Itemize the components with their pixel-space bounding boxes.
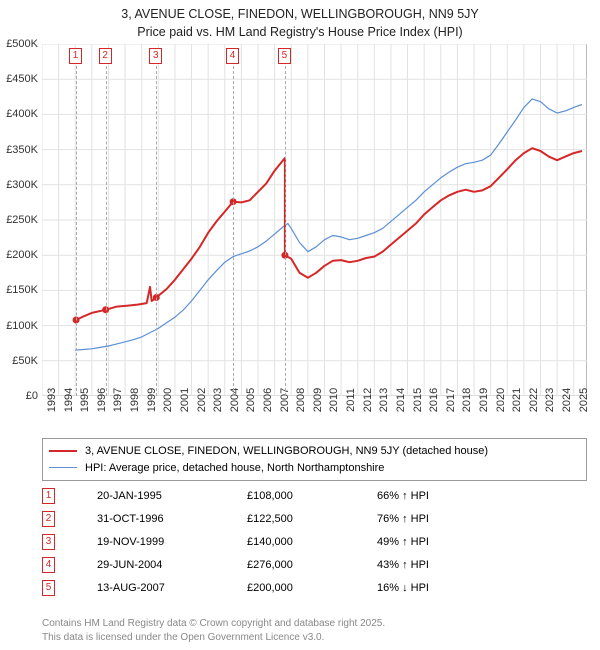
sales-marker: 5 (42, 580, 55, 596)
sales-date: 19-NOV-1999 (97, 536, 247, 548)
x-tick-label: 2025 (578, 388, 590, 412)
x-tick-label: 2002 (196, 388, 208, 412)
sales-row: 4 29-JUN-2004£276,00043% ↑ HPI (42, 553, 587, 576)
x-tick-label: 1997 (112, 388, 124, 412)
x-tick-label: 2006 (262, 388, 274, 412)
sales-price: £122,500 (247, 513, 377, 525)
event-marker-box: 2 (99, 48, 112, 64)
x-tick-label: 2014 (395, 388, 407, 412)
sales-date: 29-JUN-2004 (97, 559, 247, 571)
x-tick-label: 1994 (63, 388, 75, 412)
legend-label: 3, AVENUE CLOSE, FINEDON, WELLINGBOROUGH… (85, 443, 488, 460)
sales-date: 13-AUG-2007 (97, 582, 247, 594)
x-tick-label: 2004 (229, 388, 241, 412)
event-marker-line (285, 66, 286, 396)
sales-table: 1 20-JAN-1995£108,00066% ↑ HPI 2 31-OCT-199… (42, 484, 587, 599)
sales-row: 5 13-AUG-2007£200,00016% ↓ HPI (42, 576, 587, 599)
title-block: 3, AVENUE CLOSE, FINEDON, WELLINGBOROUGH… (0, 0, 600, 43)
sales-delta: 76% ↑ HPI (377, 513, 507, 525)
sales-delta: 43% ↑ HPI (377, 559, 507, 571)
y-tick-label: £250K (6, 214, 38, 226)
sales-row: 3 19-NOV-1999£140,00049% ↑ HPI (42, 530, 587, 553)
x-tick-label: 2005 (245, 388, 257, 412)
x-tick-label: 2019 (478, 388, 490, 412)
x-tick-label: 2013 (378, 388, 390, 412)
y-tick-label: £150K (6, 284, 38, 296)
x-tick-label: 2020 (495, 388, 507, 412)
y-tick-label: £450K (6, 73, 38, 85)
x-tick-label: 2009 (312, 388, 324, 412)
x-tick-label: 2012 (362, 388, 374, 412)
x-tick-label: 1998 (129, 388, 141, 412)
chart-container: 3, AVENUE CLOSE, FINEDON, WELLINGBOROUGH… (0, 0, 600, 650)
sales-price: £108,000 (247, 490, 377, 502)
x-tick-label: 2021 (511, 388, 523, 412)
x-tick-label: 2001 (179, 388, 191, 412)
sales-delta: 16% ↓ HPI (377, 582, 507, 594)
event-marker-line (106, 66, 107, 396)
event-marker-box: 5 (278, 48, 291, 64)
x-tick-label: 2016 (428, 388, 440, 412)
event-marker-box: 1 (69, 48, 82, 64)
y-tick-label: £300K (6, 179, 38, 191)
legend-label: HPI: Average price, detached house, Nort… (85, 460, 384, 477)
x-tick-label: 2011 (345, 388, 357, 412)
title-line-2: Price paid vs. HM Land Registry's House … (0, 24, 600, 42)
x-tick-label: 2008 (295, 388, 307, 412)
sales-marker: 2 (42, 511, 55, 527)
chart-plot-area (42, 44, 587, 396)
y-tick-label: £0 (26, 390, 38, 402)
sales-delta: 66% ↑ HPI (377, 490, 507, 502)
x-tick-label: 2018 (461, 388, 473, 412)
y-tick-label: £400K (6, 108, 38, 120)
chart-svg (42, 44, 587, 396)
y-tick-label: £500K (6, 38, 38, 50)
x-tick-label: 2015 (412, 388, 424, 412)
event-marker-line (76, 66, 77, 396)
event-marker-line (233, 66, 234, 396)
x-tick-label: 2000 (162, 388, 174, 412)
x-tick-label: 2024 (561, 388, 573, 412)
footer: Contains HM Land Registry data © Crown c… (42, 617, 385, 644)
sales-date: 20-JAN-1995 (97, 490, 247, 502)
event-marker-box: 3 (149, 48, 162, 64)
y-tick-label: £350K (6, 144, 38, 156)
sales-row: 2 31-OCT-1996£122,50076% ↑ HPI (42, 507, 587, 530)
x-tick-label: 1993 (46, 388, 58, 412)
x-tick-label: 1995 (79, 388, 91, 412)
legend: 3, AVENUE CLOSE, FINEDON, WELLINGBOROUGH… (42, 438, 587, 481)
sales-price: £200,000 (247, 582, 377, 594)
legend-row: 3, AVENUE CLOSE, FINEDON, WELLINGBOROUGH… (49, 443, 580, 460)
sales-price: £140,000 (247, 536, 377, 548)
footer-line: Contains HM Land Registry data © Crown c… (42, 617, 385, 631)
event-marker-line (156, 66, 157, 396)
sales-price: £276,000 (247, 559, 377, 571)
legend-swatch (49, 450, 77, 452)
sales-marker: 4 (42, 557, 55, 573)
x-tick-label: 2023 (544, 388, 556, 412)
sales-marker: 1 (42, 488, 55, 504)
sales-marker: 3 (42, 534, 55, 550)
y-tick-label: £200K (6, 249, 38, 261)
footer-line: This data is licensed under the Open Gov… (42, 631, 385, 645)
sales-delta: 49% ↑ HPI (377, 536, 507, 548)
y-tick-label: £50K (12, 355, 38, 367)
title-line-1: 3, AVENUE CLOSE, FINEDON, WELLINGBOROUGH… (0, 6, 600, 24)
x-tick-label: 2022 (528, 388, 540, 412)
sales-date: 31-OCT-1996 (97, 513, 247, 525)
event-marker-box: 4 (226, 48, 239, 64)
y-tick-label: £100K (6, 320, 38, 332)
x-tick-label: 2003 (212, 388, 224, 412)
x-tick-label: 2010 (328, 388, 340, 412)
legend-swatch (49, 467, 77, 468)
sales-row: 1 20-JAN-1995£108,00066% ↑ HPI (42, 484, 587, 507)
x-tick-label: 2017 (445, 388, 457, 412)
legend-row: HPI: Average price, detached house, Nort… (49, 460, 580, 477)
